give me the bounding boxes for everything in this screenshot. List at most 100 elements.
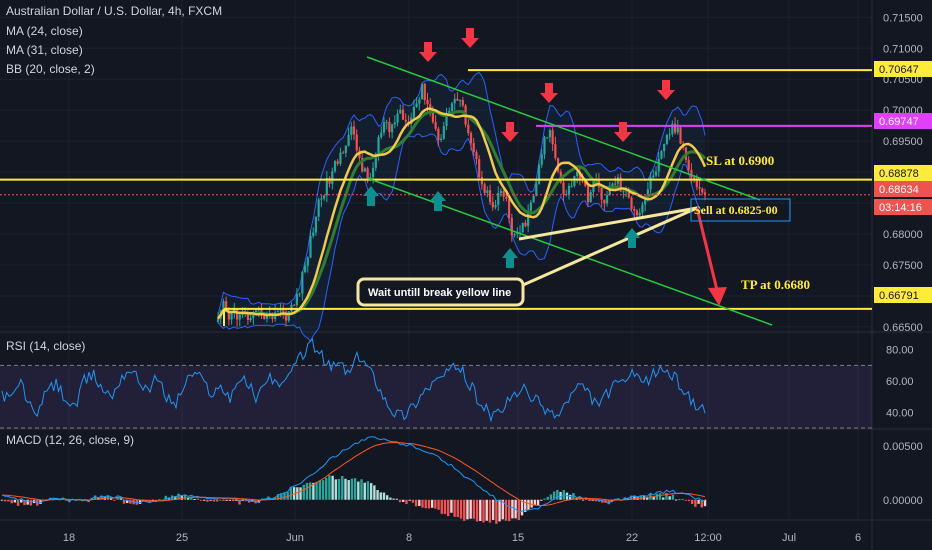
candle-body	[380, 132, 383, 138]
macd-histogram-bar	[684, 499, 687, 501]
candle-body	[293, 304, 296, 306]
macd-histogram-bar	[398, 499, 402, 503]
down-arrow-icon	[506, 122, 514, 132]
rsi-tick-label: 80.00	[886, 345, 914, 357]
candle-body	[603, 199, 606, 204]
drawings	[0, 28, 872, 326]
candle-body	[600, 187, 603, 200]
time-tick-label: 15	[512, 532, 524, 544]
candle-body	[453, 98, 456, 104]
sell-annotation: Sell at 0.6825-00	[694, 203, 778, 217]
time-axis: 18 25 Jun 8 15 22 12:00 Jul 6	[63, 532, 861, 544]
candle-body	[314, 216, 318, 233]
candle-body	[385, 122, 388, 124]
time-tick-label: 25	[176, 532, 188, 544]
candle-body	[450, 103, 454, 111]
candle-body	[701, 188, 704, 193]
macd-histogram-bar	[581, 499, 585, 501]
candle-body	[554, 144, 557, 159]
indicator-bb[interactable]: BB (20, close, 2)	[6, 62, 95, 76]
macd-histogram-bar	[4, 499, 7, 502]
price-tick-label: 0.67500	[883, 260, 923, 272]
down-arrow-icon	[501, 132, 519, 142]
macd-histogram-bar	[546, 496, 549, 500]
macd-histogram-bar	[353, 478, 357, 500]
macd-histogram-bar	[504, 499, 508, 521]
candle-body	[494, 204, 497, 208]
rsi-label[interactable]: RSI (14, close)	[6, 339, 86, 353]
candle-body	[687, 159, 690, 171]
macd-histogram-bar	[138, 499, 142, 504]
macd-histogram-bar	[344, 478, 347, 500]
candle-body	[216, 318, 220, 322]
macd-histogram-bar	[331, 475, 334, 500]
candle-body	[633, 208, 636, 211]
macd-histogram-bar	[334, 479, 338, 500]
candle-body	[312, 232, 315, 236]
candle-body	[586, 185, 590, 203]
candle-body	[622, 191, 625, 193]
macd-histogram-bar	[585, 498, 588, 500]
macd-histogram-bar	[411, 499, 415, 503]
candle-body	[472, 143, 475, 153]
sl-annotation: SL at 0.6900	[706, 153, 774, 168]
price-tag-0.69747: 0.69747	[874, 113, 932, 129]
down-arrow-icon	[614, 132, 632, 142]
macd-histogram-bar	[325, 477, 328, 500]
candle-body	[703, 192, 707, 195]
macd-histogram-bar	[360, 479, 363, 500]
macd-histogram-bar	[662, 497, 665, 500]
candle-body	[475, 152, 478, 160]
macd-histogram-bar	[488, 499, 492, 523]
macd-histogram-bar	[671, 494, 675, 500]
macd-histogram-bar	[507, 499, 511, 522]
candle-body	[524, 222, 527, 227]
macd-label[interactable]: MACD (12, 26, close, 9)	[6, 433, 135, 447]
target-arrow-shaft	[695, 207, 719, 291]
macd-histogram-bar	[369, 483, 373, 500]
macd-histogram-bar	[350, 478, 354, 500]
down-arrow-icon	[461, 38, 479, 48]
macd-histogram-bar	[302, 484, 305, 500]
macd-histogram-bar	[148, 499, 151, 503]
macd-histogram-bar	[646, 497, 649, 500]
macd-histogram-bar	[655, 493, 659, 500]
macd-histogram-bar	[299, 487, 302, 500]
bb-lower	[217, 133, 706, 342]
price-tick-label: 0.69500	[883, 136, 923, 148]
candle-body	[363, 168, 367, 172]
candle-body	[309, 235, 312, 258]
candle-body	[505, 196, 508, 200]
candle-body	[431, 112, 435, 123]
candle-body	[352, 126, 356, 135]
macd-histogram-bar	[186, 497, 190, 500]
candle-body	[333, 161, 337, 172]
macd-histogram-bar	[652, 497, 655, 500]
macd-histogram-bar	[222, 499, 225, 501]
candle-body	[295, 294, 298, 306]
candle-body	[480, 176, 484, 185]
macd-histogram-bar	[125, 499, 129, 504]
macd-histogram-bar	[440, 499, 443, 514]
up-arrow-icon	[506, 258, 514, 268]
time-tick-label: 18	[63, 532, 75, 544]
candle-body	[437, 128, 440, 141]
macd-histogram-bar	[459, 499, 463, 519]
indicator-ma24[interactable]: MA (24, close)	[6, 24, 83, 38]
macd-histogram-bar	[482, 499, 485, 523]
macd-histogram-bar	[430, 499, 434, 508]
time-tick-label: 6	[855, 532, 861, 544]
note-box[interactable]	[356, 277, 525, 307]
macd-histogram-bar	[129, 499, 132, 504]
price-tag-0.68634: 0.68634	[874, 181, 932, 197]
macd-histogram-bar	[190, 496, 193, 500]
candle-body	[371, 167, 375, 178]
indicator-ma31[interactable]: MA (31, close)	[6, 43, 83, 57]
macd-histogram-bar	[39, 499, 42, 504]
candle-body	[510, 217, 513, 236]
macd-histogram-bar	[100, 495, 103, 500]
candle-body	[344, 145, 347, 153]
macd-tick-label: 0.00500	[883, 441, 923, 453]
candle-body	[423, 83, 426, 101]
